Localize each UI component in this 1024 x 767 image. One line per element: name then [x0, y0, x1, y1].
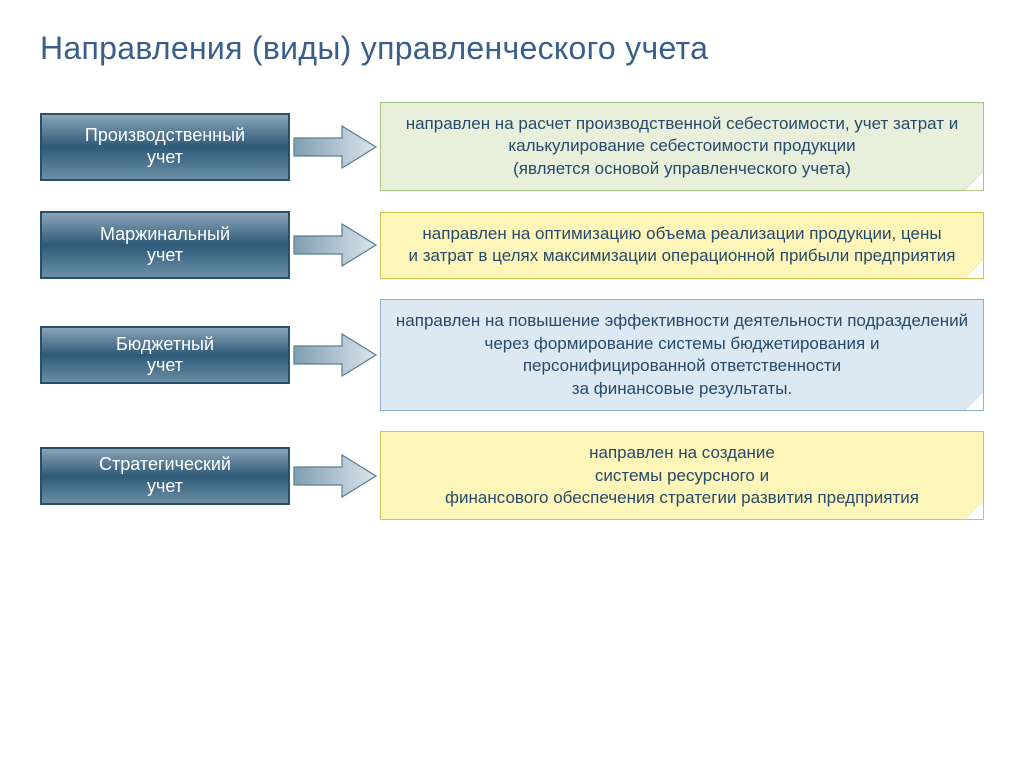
- category-label-line1: Стратегический: [99, 454, 231, 476]
- category-box: Бюджетныйучет: [40, 326, 290, 384]
- description-text: направлен на созданиесистемы ресурсного …: [445, 443, 919, 507]
- category-label-line1: Производственный: [85, 125, 245, 147]
- diagram-rows: Производственныйучет направлен на расчет…: [40, 102, 984, 520]
- arrow: [290, 332, 380, 378]
- slide: Направления (виды) управленческого учета…: [0, 0, 1024, 767]
- description-text: направлен на оптимизацию объема реализац…: [408, 224, 955, 265]
- category-label-line2: учет: [147, 355, 183, 377]
- category-label-line2: учет: [147, 476, 183, 498]
- description-text: направлен на повышение эффективности дея…: [396, 311, 968, 397]
- diagram-row: Маржинальныйучет направлен на оптимизаци…: [40, 211, 984, 279]
- diagram-row: Производственныйучет направлен на расчет…: [40, 102, 984, 191]
- description-box: направлен на расчет производственной себ…: [380, 102, 984, 191]
- arrow-icon: [292, 124, 378, 170]
- arrow-icon: [292, 453, 378, 499]
- description-box: направлен на оптимизацию объема реализац…: [380, 212, 984, 279]
- category-box: Производственныйучет: [40, 113, 290, 181]
- category-label-line2: учет: [147, 245, 183, 267]
- category-label-line1: Бюджетный: [116, 334, 214, 356]
- arrow-icon: [292, 332, 378, 378]
- arrow: [290, 124, 380, 170]
- description-box: направлен на созданиесистемы ресурсного …: [380, 431, 984, 520]
- arrow: [290, 453, 380, 499]
- description-box: направлен на повышение эффективности дея…: [380, 299, 984, 411]
- category-label-line2: учет: [147, 147, 183, 169]
- diagram-row: Бюджетныйучет направлен на повышение эфф…: [40, 299, 984, 411]
- arrow: [290, 222, 380, 268]
- description-text: направлен на расчет производственной себ…: [406, 114, 959, 178]
- category-label-line1: Маржинальный: [100, 224, 230, 246]
- category-box: Маржинальныйучет: [40, 211, 290, 279]
- slide-title: Направления (виды) управленческого учета: [40, 30, 984, 67]
- category-box: Стратегическийучет: [40, 447, 290, 505]
- diagram-row: Стратегическийучет направлен на создание…: [40, 431, 984, 520]
- arrow-icon: [292, 222, 378, 268]
